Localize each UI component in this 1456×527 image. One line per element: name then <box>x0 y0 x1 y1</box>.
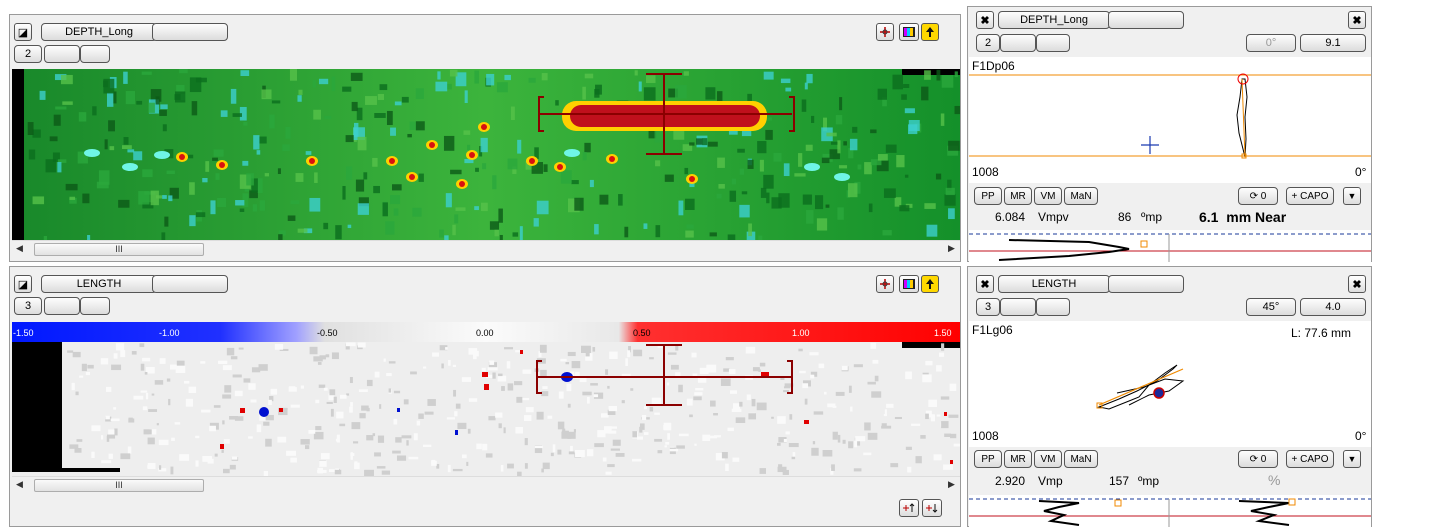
rotate-button[interactable]: ⟳ 0 <box>1238 187 1278 205</box>
view-blank-button[interactable] <box>1108 11 1184 29</box>
channel-number-button[interactable]: 3 <box>14 297 42 315</box>
phase-value: 86 <box>1118 210 1132 224</box>
view-title-button[interactable]: LENGTH <box>998 275 1110 293</box>
scale-tick-label: 0.50 <box>633 328 651 338</box>
channel-blank-button-1[interactable] <box>1000 34 1036 52</box>
depth-ascan-pane: ✖ DEPTH_Long ✖ 2 0° 9.1 F1Dp06 1008 0° P… <box>967 6 1372 262</box>
close-icon[interactable]: ✖ <box>1348 11 1366 29</box>
depth-strip-chart[interactable] <box>969 230 1371 262</box>
phase-unit: ºmp <box>1141 210 1163 224</box>
palette-icon[interactable] <box>899 23 919 41</box>
view-blank-button[interactable] <box>152 23 228 41</box>
angle-button[interactable]: 0° <box>1246 34 1296 52</box>
channel-blank-button-1[interactable] <box>1000 298 1036 316</box>
scroll-left-icon[interactable]: ◀ <box>16 243 23 253</box>
pane-toggle-button[interactable]: ◪ <box>14 23 32 41</box>
view-title-button[interactable]: DEPTH_Long <box>41 23 157 41</box>
length-cscan-plot[interactable] <box>12 342 960 476</box>
reading-unit: Vmp <box>1038 474 1063 488</box>
angle-label: 0° <box>1355 165 1367 179</box>
close-icon[interactable]: ✖ <box>976 11 994 29</box>
scale-tick-label: -0.50 <box>317 328 338 338</box>
value-button[interactable]: 9.1 <box>1300 34 1366 52</box>
snap-icon[interactable] <box>876 275 894 293</box>
depth-cscan-plot[interactable] <box>12 69 960 240</box>
mr-button[interactable]: MR <box>1004 187 1032 205</box>
pp-button[interactable]: PP <box>974 187 1002 205</box>
man-button[interactable]: MaN <box>1064 450 1098 468</box>
scale-tick-label: -1.50 <box>13 328 34 338</box>
close-icon[interactable]: ✖ <box>976 275 994 293</box>
scroll-right-icon[interactable]: ▶ <box>948 479 955 489</box>
scroll-thumb[interactable]: III <box>34 479 204 492</box>
depth-result: 6.1 mm Near <box>1199 209 1287 225</box>
percent-label: % <box>1268 472 1281 488</box>
scale-tick-label: 1.50 <box>934 328 952 338</box>
channel-blank-button-2[interactable] <box>80 45 110 63</box>
reading-unit: Vmpv <box>1038 210 1069 224</box>
length-ascan-pane: ✖ LENGTH ✖ 3 45° 4.0 F1Lg06 L: 77.6 mm 1… <box>967 266 1372 527</box>
man-button[interactable]: MaN <box>1064 187 1098 205</box>
sort-up-icon[interactable] <box>899 499 919 517</box>
phase-value: 157 <box>1109 474 1130 488</box>
view-blank-button[interactable] <box>1108 275 1184 293</box>
index-label: 1008 <box>972 429 999 443</box>
channel-blank-button-1[interactable] <box>44 45 80 63</box>
snap-icon[interactable] <box>876 23 894 41</box>
channel-blank-button-2[interactable] <box>80 297 110 315</box>
close-icon[interactable]: ✖ <box>1348 275 1366 293</box>
scroll-right-icon[interactable]: ▶ <box>948 243 955 253</box>
depth-ascan-view[interactable]: F1Dp06 1008 0° <box>969 57 1371 183</box>
scroll-left-icon[interactable]: ◀ <box>16 479 23 489</box>
dropdown-icon[interactable]: ▼ <box>1343 450 1361 468</box>
view-title-button[interactable]: DEPTH_Long <box>998 11 1110 29</box>
scroll-thumb[interactable]: III <box>34 243 204 256</box>
view-blank-button[interactable] <box>152 275 228 293</box>
length-pane: ◪ LENGTH 3 -1.50 -1.00 -0.50 0.00 0.50 1… <box>9 266 961 527</box>
index-label: 1008 <box>972 165 999 179</box>
depth-horizontal-scrollbar[interactable]: ◀ III ▶ <box>12 240 960 257</box>
length-ascan-view[interactable]: F1Lg06 L: 77.6 mm 1008 0° <box>969 321 1371 447</box>
palette-icon[interactable] <box>899 275 919 293</box>
rotate-button[interactable]: ⟳ 0 <box>1238 450 1278 468</box>
channel-number-button[interactable]: 2 <box>976 34 1000 52</box>
capo-button[interactable]: + CAPO <box>1286 450 1334 468</box>
pp-button[interactable]: PP <box>974 450 1002 468</box>
color-scale-bar: -1.50 -1.00 -0.50 0.00 0.50 1.00 1.50 <box>12 322 960 342</box>
length-label: L: 77.6 mm <box>1291 326 1352 340</box>
scale-tick-label: -1.00 <box>159 328 180 338</box>
angle-button[interactable]: 45° <box>1246 298 1296 316</box>
phase-unit: ºmp <box>1138 474 1160 488</box>
scale-tick-label: 0.00 <box>476 328 494 338</box>
sort-down-icon[interactable] <box>922 499 942 517</box>
reading-value: 2.920 <box>995 474 1026 488</box>
channel-blank-button-1[interactable] <box>44 297 80 315</box>
vm-button[interactable]: VM <box>1034 450 1062 468</box>
depth-long-pane: ◪ DEPTH_Long 2 <box>9 14 961 262</box>
scale-tick-label: 1.00 <box>792 328 810 338</box>
capo-button[interactable]: + CAPO <box>1286 187 1334 205</box>
arrow-up-icon[interactable] <box>921 275 939 293</box>
value-button[interactable]: 4.0 <box>1300 298 1366 316</box>
pane-toggle-button[interactable]: ◪ <box>14 275 32 293</box>
channel-number-button[interactable]: 3 <box>976 298 1000 316</box>
channel-blank-button-2[interactable] <box>1036 34 1070 52</box>
vm-button[interactable]: VM <box>1034 187 1062 205</box>
channel-number-button[interactable]: 2 <box>14 45 42 63</box>
mr-button[interactable]: MR <box>1004 450 1032 468</box>
probe-label: F1Dp06 <box>972 59 1015 73</box>
angle-label: 0° <box>1355 429 1367 443</box>
reading-value: 6.084 <box>995 210 1026 224</box>
view-title-button[interactable]: LENGTH <box>41 275 157 293</box>
arrow-up-icon[interactable] <box>921 23 939 41</box>
dropdown-icon[interactable]: ▼ <box>1343 187 1361 205</box>
length-horizontal-scrollbar[interactable]: ◀ III ▶ <box>12 476 960 493</box>
channel-blank-button-2[interactable] <box>1036 298 1070 316</box>
length-strip-chart[interactable] <box>969 495 1371 527</box>
probe-label: F1Lg06 <box>972 323 1013 337</box>
